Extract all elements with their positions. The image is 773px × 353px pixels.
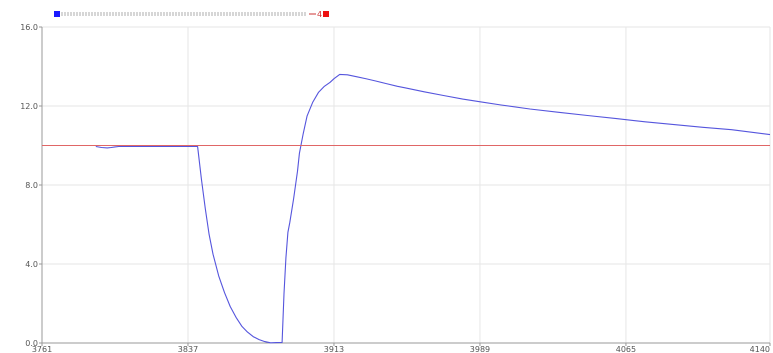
x-tick-label: 3761	[32, 345, 52, 353]
x-tick-label: 3913	[324, 345, 344, 353]
y-tick-label: 12.0	[20, 102, 38, 111]
range-end-marker[interactable]	[323, 11, 329, 17]
legend[interactable]: 4	[54, 10, 329, 19]
y-tick-label: 16.0	[20, 23, 38, 32]
y-tick-label: 4.0	[25, 260, 38, 269]
axes: 0.0 4.0 8.0 12.0 16.0 3761 3837 3913 3989 4065 414…	[20, 23, 771, 353]
series-layer	[42, 73, 771, 344]
grid	[41, 26, 771, 344]
x-tick-label: 3837	[178, 345, 198, 353]
x-tick-label: 4065	[616, 345, 636, 353]
x-tick-label: 3989	[470, 345, 490, 353]
y-tick-label: 8.0	[25, 181, 38, 190]
range-end-label: 4	[317, 10, 322, 19]
x-tick-label: 4140	[750, 345, 770, 353]
range-start-marker[interactable]	[54, 11, 60, 17]
y-tick-label: 0.0	[25, 339, 38, 348]
series-line-1	[95, 73, 771, 344]
